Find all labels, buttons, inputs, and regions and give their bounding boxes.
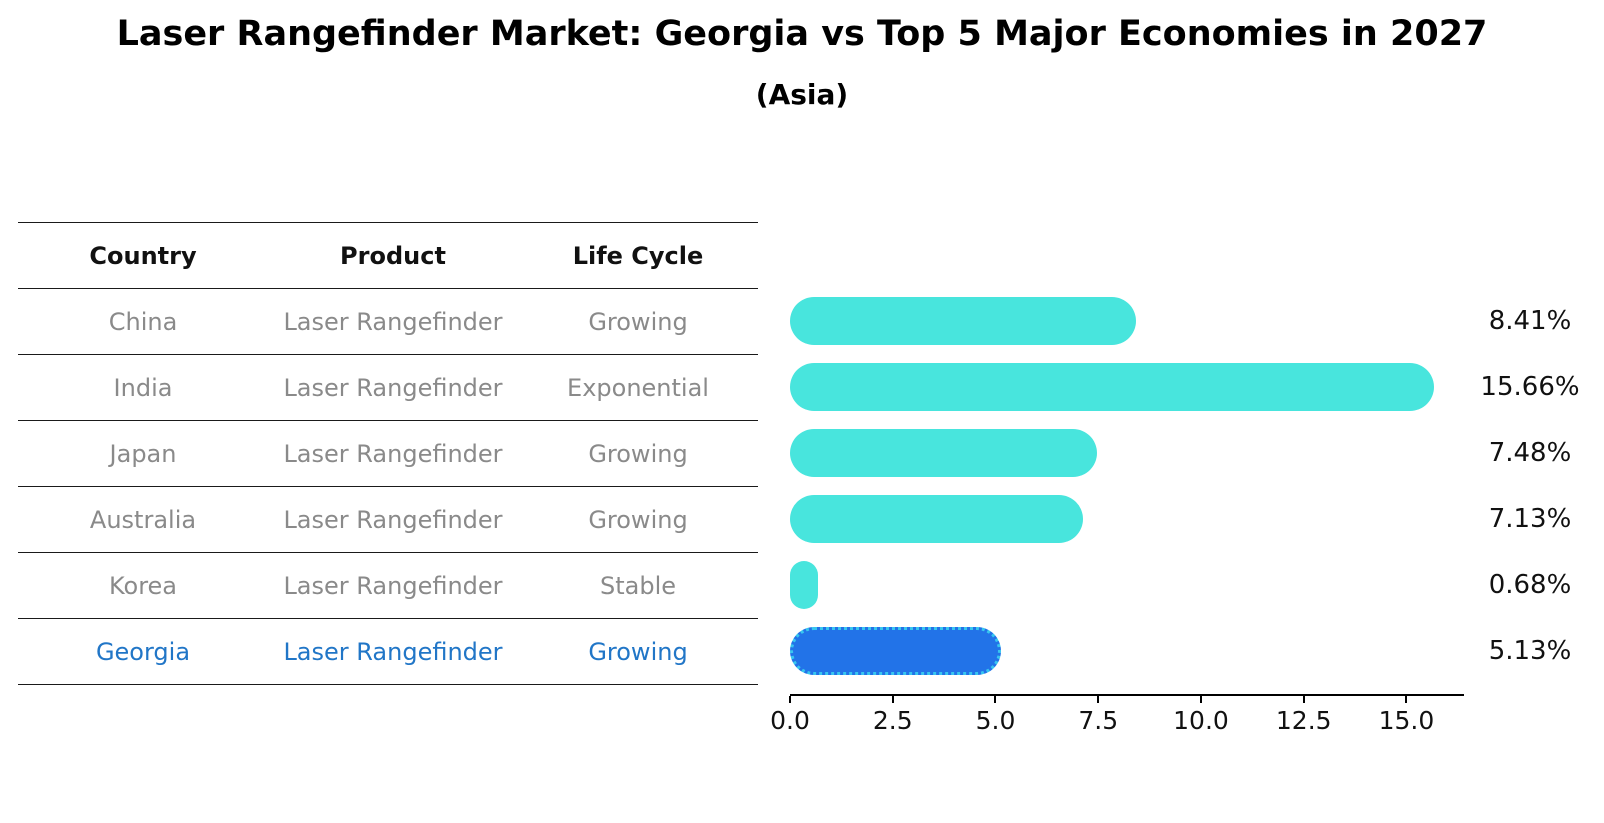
cell-product: Laser Rangefinder (283, 571, 503, 600)
cell-lifecycle: Growing (588, 505, 688, 534)
cell-product: Laser Rangefinder (283, 439, 503, 468)
x-tick-label: 0.0 (770, 706, 810, 735)
cell-lifecycle: Growing (588, 439, 688, 468)
table-row: Korea Laser Rangefinder Stable (18, 553, 758, 619)
x-tick-label: 10.0 (1173, 706, 1229, 735)
chart-subtitle: (Asia) (755, 78, 849, 111)
table-header-row: Country Product Life Cycle (18, 223, 758, 289)
table-row: Georgia Laser Rangefinder Growing (18, 619, 758, 685)
x-tick-mark (789, 696, 791, 703)
cell-country: Japan (109, 439, 177, 468)
x-tick-label: 7.5 (1078, 706, 1119, 735)
x-tick-mark (1199, 696, 1202, 703)
value-label: 5.13% (1488, 636, 1572, 666)
cell-country: Georgia (95, 637, 191, 666)
bar-korea (790, 561, 818, 609)
cell-product: Laser Rangefinder (283, 373, 503, 402)
value-label: 0.68% (1488, 570, 1572, 600)
x-tick-mark (891, 696, 894, 703)
value-label: 15.66% (1480, 372, 1580, 402)
value-label: 8.41% (1488, 306, 1572, 336)
bar-japan (790, 429, 1098, 477)
data-table: Country Product Life Cycle China Laser R… (18, 222, 758, 685)
chart-title: Laser Rangefinder Market: Georgia vs Top… (116, 14, 1488, 54)
cell-country: China (108, 307, 178, 336)
header-lifecycle: Life Cycle (572, 241, 704, 270)
bar-china (790, 297, 1136, 345)
cell-country: Korea (108, 571, 178, 600)
table-row: Japan Laser Rangefinder Growing (18, 421, 758, 487)
x-tick-label: 5.0 (975, 706, 1016, 735)
x-tick-label: 12.5 (1275, 706, 1332, 735)
x-tick-mark (1302, 696, 1305, 703)
header-country: Country (89, 241, 197, 270)
cell-product: Laser Rangefinder (283, 307, 503, 336)
bar-australia (790, 495, 1084, 543)
bar-india (790, 363, 1434, 411)
cell-country: Australia (89, 505, 197, 534)
cell-lifecycle: Growing (588, 307, 688, 336)
bar-chart: 0.0 2.5 5.0 7.5 10.0 12.5 15.0 (770, 222, 1464, 735)
cell-lifecycle: Stable (599, 571, 677, 600)
cell-lifecycle: Growing (588, 637, 688, 666)
x-tick-mark (1405, 696, 1408, 703)
cell-lifecycle: Exponential (567, 373, 709, 402)
x-tick-mark (1097, 696, 1100, 703)
cell-product: Laser Rangefinder (283, 505, 503, 534)
table-row: China Laser Rangefinder Growing (18, 289, 758, 355)
x-tick-mark (994, 696, 997, 703)
table-row: India Laser Rangefinder Exponential (18, 355, 758, 421)
table-row: Australia Laser Rangefinder Growing (18, 487, 758, 553)
cell-country: India (113, 373, 173, 402)
value-label: 7.13% (1488, 504, 1572, 534)
value-label: 7.48% (1488, 438, 1572, 468)
cell-product: Laser Rangefinder (283, 637, 503, 666)
header-product: Product (340, 241, 446, 270)
x-tick-label: 15.0 (1378, 706, 1435, 735)
bar-georgia (790, 627, 1001, 675)
x-tick-label: 2.5 (872, 706, 913, 735)
